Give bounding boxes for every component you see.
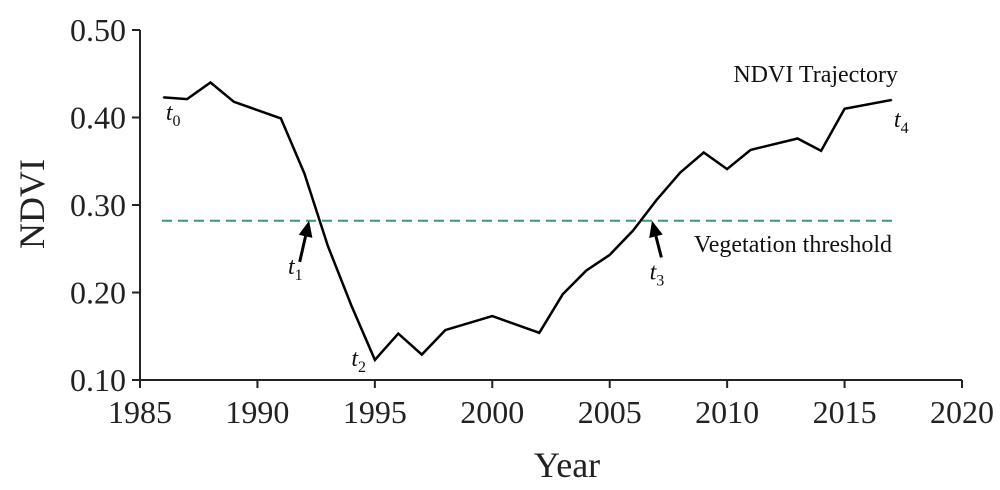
annotation-arrow-head [298,220,313,238]
point-label-t2: t2 [351,346,366,376]
point-label-t3: t3 [650,259,665,289]
annotation-arrow-head [649,220,663,238]
y-tick-label: 0.50 [70,12,126,48]
annotation-arrow-shaft [654,235,663,258]
point-label-t4: t4 [894,107,909,137]
data-point [327,245,329,247]
data-point [608,254,611,256]
threshold-label: Vegetation threshold [694,232,892,258]
axes: 1985 1990 1995 2000 2005 2010 2015 2020 0.10 0.20… [70,12,994,430]
series-layer [162,80,893,363]
data-point [679,171,681,174]
data-point [186,98,188,100]
x-tick-label: 1985 [108,394,172,430]
annotation-arrow-shaft [298,236,307,263]
data-point [890,99,893,101]
data-point [655,198,658,201]
data-point [585,269,588,272]
y-axis-title: NDVI [12,159,52,249]
x-tick-label: 2000 [460,394,524,430]
y-tick-label: 0.40 [70,100,126,136]
data-point [632,229,634,232]
x-tick-label: 2020 [930,394,994,430]
data-point [209,81,212,84]
data-point [162,96,165,99]
x-tick-label: 2010 [695,394,759,430]
x-tick-label: 2005 [578,394,642,430]
point-label-t0: t0 [166,100,181,130]
data-point [749,149,752,151]
annotation-layer: t0 t1 t2 t3 t4 [166,100,909,376]
data-point [444,329,447,331]
data-point [820,149,822,152]
ndvi-trajectory-line [163,80,892,363]
point-label-t1: t1 [288,254,303,284]
data-point [491,315,494,317]
y-tick-label: 0.20 [70,275,126,311]
data-point [702,151,705,154]
data-point [796,137,799,140]
data-point [280,117,282,120]
x-tick-label: 1990 [225,394,289,430]
data-point [303,172,306,175]
data-point [843,107,846,110]
x-axis-title: Year [534,445,600,485]
data-point [350,304,353,307]
data-point [561,293,564,296]
data-point [397,332,400,335]
series-legend-label: NDVI Trajectory [733,62,898,88]
data-point [538,331,541,334]
x-tick-label: 2015 [813,394,877,430]
y-tick-label: 0.30 [70,187,126,223]
y-tick-label: 0.10 [70,362,126,398]
data-point [421,353,423,356]
data-point [726,168,728,170]
x-tick-label: 1995 [343,394,407,430]
data-point [233,100,235,103]
data-point [374,359,376,361]
